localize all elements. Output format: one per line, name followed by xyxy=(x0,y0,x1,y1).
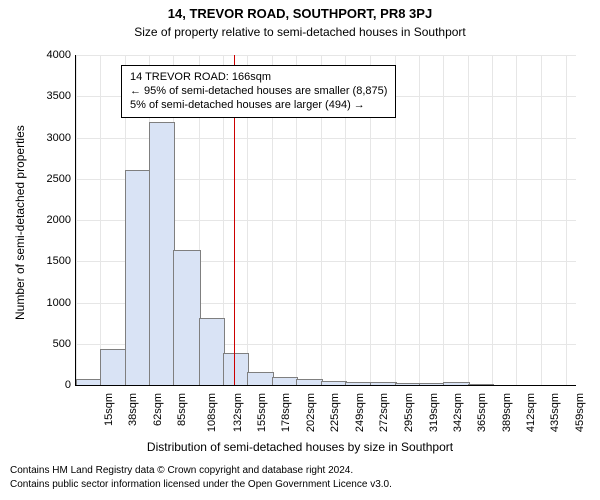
y-tick-label: 4000 xyxy=(47,49,76,61)
histogram-bar xyxy=(100,349,127,385)
x-tick-label: 62sqm xyxy=(152,393,164,426)
info-box-line: 14 TREVOR ROAD: 166sqm xyxy=(130,70,387,84)
x-tick-label: 155sqm xyxy=(256,393,268,432)
y-tick-label: 2000 xyxy=(47,214,76,226)
x-tick-label: 295sqm xyxy=(403,393,415,432)
x-tick-label: 132sqm xyxy=(232,393,244,432)
info-box-line: ← 95% of semi-detached houses are smalle… xyxy=(130,84,387,98)
x-tick-label: 249sqm xyxy=(354,393,366,432)
histogram-bar xyxy=(321,381,347,385)
x-tick-label: 85sqm xyxy=(176,393,188,426)
x-tick-label: 178sqm xyxy=(280,393,292,432)
histogram-bar xyxy=(468,384,494,385)
x-tick-label: 412sqm xyxy=(525,393,537,432)
histogram-bar xyxy=(247,372,274,385)
y-tick-label: 2500 xyxy=(47,173,76,185)
histogram-plot: 0500100015002000250030003500400015sqm38s… xyxy=(75,55,576,386)
y-axis-label: Number of semi-detached properties xyxy=(13,125,27,320)
x-axis-label: Distribution of semi-detached houses by … xyxy=(0,440,600,454)
x-tick-label: 15sqm xyxy=(103,393,115,426)
histogram-bar xyxy=(149,122,175,385)
histogram-bar xyxy=(443,382,470,385)
page-subtitle: Size of property relative to semi-detach… xyxy=(0,25,600,39)
histogram-bar xyxy=(76,379,102,385)
y-tick-label: 3500 xyxy=(47,90,76,102)
histogram-bar xyxy=(345,382,371,385)
gridline-vertical xyxy=(419,55,420,385)
x-tick-label: 108sqm xyxy=(207,393,219,432)
histogram-bar xyxy=(173,250,200,385)
x-tick-label: 202sqm xyxy=(305,393,317,432)
histogram-bar xyxy=(272,377,298,385)
x-tick-label: 38sqm xyxy=(127,393,139,426)
x-tick-label: 225sqm xyxy=(329,393,341,432)
histogram-bar xyxy=(419,383,445,385)
gridline-vertical xyxy=(541,55,542,385)
footer-line-2: Contains public sector information licen… xyxy=(10,479,392,490)
gridline-vertical xyxy=(100,55,101,385)
x-tick-label: 272sqm xyxy=(379,393,391,432)
y-tick-label: 0 xyxy=(65,379,76,391)
x-tick-label: 319sqm xyxy=(428,393,440,432)
info-box: 14 TREVOR ROAD: 166sqm← 95% of semi-deta… xyxy=(121,65,396,118)
y-tick-label: 3000 xyxy=(47,132,76,144)
gridline-vertical xyxy=(516,55,517,385)
y-tick-label: 1000 xyxy=(47,297,76,309)
y-tick-label: 1500 xyxy=(47,255,76,267)
histogram-bar xyxy=(199,318,225,385)
gridline-vertical xyxy=(76,55,77,385)
histogram-bar xyxy=(125,170,151,386)
x-tick-label: 435sqm xyxy=(549,393,561,432)
gridline-horizontal xyxy=(76,55,576,56)
gridline-vertical xyxy=(492,55,493,385)
y-tick-label: 500 xyxy=(53,338,76,350)
page-title: 14, TREVOR ROAD, SOUTHPORT, PR8 3PJ xyxy=(0,6,600,21)
histogram-bar xyxy=(370,382,397,385)
histogram-bar xyxy=(296,379,323,385)
gridline-vertical xyxy=(566,55,567,385)
x-tick-label: 389sqm xyxy=(501,393,513,432)
gridline-vertical xyxy=(443,55,444,385)
x-tick-label: 459sqm xyxy=(575,393,587,432)
histogram-bar xyxy=(395,383,421,385)
x-tick-label: 342sqm xyxy=(452,393,464,432)
x-tick-label: 365sqm xyxy=(476,393,488,432)
info-box-line: 5% of semi-detached houses are larger (4… xyxy=(130,98,387,112)
gridline-vertical xyxy=(468,55,469,385)
footer-line-1: Contains HM Land Registry data © Crown c… xyxy=(10,465,353,476)
histogram-bar xyxy=(223,353,249,385)
